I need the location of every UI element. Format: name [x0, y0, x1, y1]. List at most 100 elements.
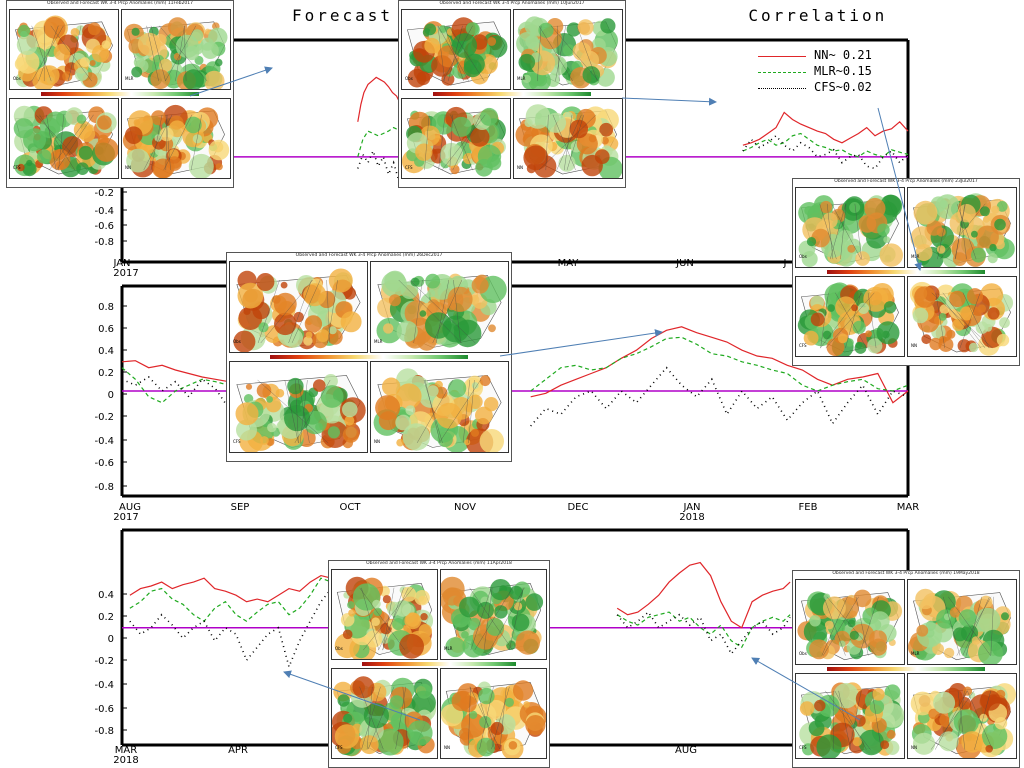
- map-panel-nn: NN: [370, 361, 509, 453]
- anomaly-blob: [363, 703, 389, 729]
- map-grid-line: [538, 114, 597, 171]
- anomaly-blob: [464, 439, 471, 446]
- anomaly-blob: [256, 383, 272, 398]
- anomaly-blob: [814, 699, 826, 712]
- anomaly-blob: [471, 382, 479, 389]
- map-grid-line: [298, 379, 310, 444]
- y-tick-label: 0.2: [98, 368, 114, 379]
- map-grid-line: [437, 25, 469, 82]
- anomaly-blob: [877, 223, 890, 237]
- anomaly-blob: [463, 53, 485, 75]
- anomaly-blob: [188, 153, 214, 178]
- anomaly-blob: [912, 732, 936, 755]
- map-panel-tag: MLR: [125, 76, 134, 81]
- anomaly-blob: [347, 601, 355, 609]
- anomaly-blob: [395, 414, 412, 431]
- anomaly-blob: [208, 139, 230, 161]
- series-line-mlr: [530, 336, 909, 392]
- anomaly-blob: [396, 383, 422, 409]
- map-panel-obs: Obs: [795, 187, 905, 268]
- map-image: [373, 368, 504, 452]
- anomaly-blob: [943, 613, 951, 621]
- map-grid-line: [557, 25, 560, 82]
- map-grid-line: [58, 114, 64, 171]
- map-panel-tag: NN: [125, 165, 131, 170]
- anomaly-blob: [979, 206, 990, 217]
- anomaly-blob: [150, 110, 166, 126]
- anomaly-blob: [577, 19, 594, 36]
- anomaly-blob: [16, 50, 40, 74]
- anomaly-blob: [435, 386, 448, 399]
- anomaly-blob: [968, 342, 979, 353]
- y-tick-label: -0.8: [94, 726, 114, 737]
- anomaly-blob: [523, 145, 549, 171]
- map-colorbar: [362, 662, 516, 666]
- legend-swatch-mlr: [758, 72, 806, 73]
- anomaly-blob: [582, 66, 601, 84]
- map-grid-line: [820, 292, 863, 349]
- series-line-nn: [129, 574, 343, 603]
- anomaly-blob: [280, 281, 288, 289]
- map-panel-tag: MLR: [911, 651, 920, 656]
- map-grid-line: [468, 379, 475, 444]
- map-panel-tag: Obs: [799, 651, 807, 656]
- anomaly-blob: [952, 627, 967, 642]
- anomaly-blob: [383, 323, 394, 334]
- year-label: 2017: [113, 268, 138, 279]
- anomaly-blob: [879, 243, 903, 267]
- map-grid-line: [537, 25, 542, 82]
- map-panel-tag: NN: [911, 343, 917, 348]
- anomaly-blob: [525, 593, 544, 611]
- anomaly-blob: [344, 415, 355, 426]
- map-colorbar: [826, 667, 986, 671]
- map-grid-line: [449, 114, 453, 171]
- anomaly-blob: [414, 590, 430, 606]
- title-right: Correlation: [748, 6, 888, 25]
- series-line-nn: [742, 111, 909, 146]
- map-grid-line: [491, 686, 510, 750]
- anomaly-blob: [372, 599, 381, 609]
- anomaly-blob: [22, 162, 37, 177]
- anomaly-blob: [124, 126, 143, 144]
- anomaly-blob: [809, 639, 829, 660]
- anomaly-blob: [371, 617, 380, 626]
- anomaly-blob: [803, 330, 819, 346]
- map-grid-line: [858, 596, 879, 656]
- anomaly-blob: [504, 697, 514, 707]
- anomaly-blob: [933, 691, 956, 714]
- map-inset-may2018: Observed and Forecast WK 3-4 Prcp Anomal…: [792, 570, 1020, 768]
- y-tick-label: 0.2: [98, 612, 114, 623]
- anomaly-blob: [886, 729, 896, 739]
- anomaly-blob: [858, 729, 884, 756]
- anomaly-blob: [392, 618, 405, 631]
- x-tick-label: JAN: [682, 502, 700, 513]
- map-image: [122, 104, 230, 178]
- anomaly-blob: [512, 680, 534, 701]
- anomaly-blob: [87, 22, 101, 36]
- map-image: [13, 105, 118, 178]
- anomaly-blob: [131, 66, 143, 78]
- map-image: [124, 17, 228, 89]
- map-panel-tag: NN: [517, 165, 523, 170]
- anomaly-blob: [991, 205, 1000, 214]
- map-image: [14, 15, 113, 89]
- map-grid-line: [855, 596, 869, 656]
- series-line-cfs: [530, 366, 909, 427]
- anomaly-blob: [327, 426, 340, 439]
- anomaly-blob: [237, 282, 264, 309]
- anomaly-blob: [479, 429, 504, 452]
- anomaly-blob: [915, 588, 936, 610]
- map-image: [235, 374, 366, 452]
- map-grid-line: [499, 686, 507, 750]
- anomaly-blob: [1001, 612, 1009, 621]
- anomaly-blob: [939, 336, 947, 344]
- anomaly-blob: [16, 34, 38, 55]
- map-grid-line: [959, 203, 967, 260]
- anomaly-blob: [382, 377, 401, 396]
- anomaly-blob: [821, 212, 838, 229]
- anomaly-blob: [137, 32, 161, 56]
- map-image: [909, 281, 1014, 356]
- y-tick-label: -0.2: [94, 656, 114, 667]
- anomaly-blob: [980, 690, 1001, 711]
- anomaly-blob: [853, 589, 872, 608]
